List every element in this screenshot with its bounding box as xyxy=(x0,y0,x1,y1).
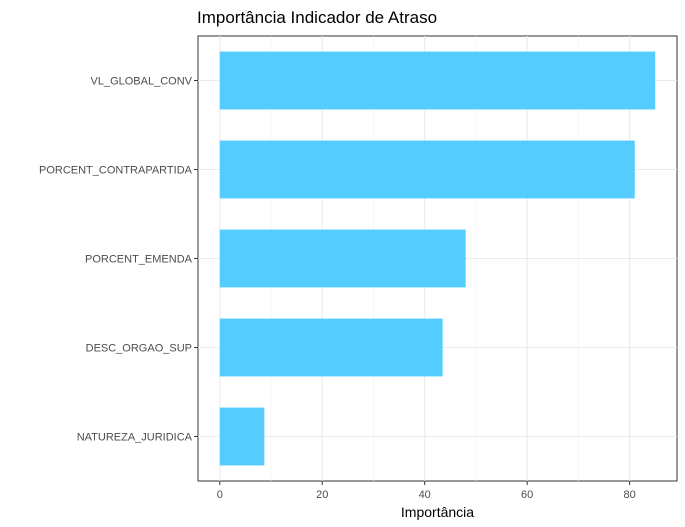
category-label: VL_GLOBAL_CONV xyxy=(91,76,193,88)
bar-porcent-emenda xyxy=(219,229,466,288)
bars xyxy=(219,51,656,466)
chart-title: Importância Indicador de Atraso xyxy=(197,8,437,27)
bar-natureza-juridica xyxy=(219,407,265,466)
category-label: DESC_ORGAO_SUP xyxy=(86,343,192,355)
bar-desc-orgao-sup xyxy=(219,318,443,377)
x-tick-label: 40 xyxy=(419,489,431,501)
category-label: PORCENT_EMENDA xyxy=(85,254,193,266)
x-tick-label: 20 xyxy=(316,489,328,501)
x-tick-label: 60 xyxy=(521,489,533,501)
x-axis-title: Importância xyxy=(401,504,474,520)
x-tick-label: 80 xyxy=(623,489,635,501)
category-label: NATUREZA_JURIDICA xyxy=(77,432,193,444)
category-label: PORCENT_CONTRAPARTIDA xyxy=(39,165,193,177)
bar-vl-global-conv xyxy=(219,51,656,110)
bar-porcent-contrapartida xyxy=(219,140,635,199)
category-labels: VL_GLOBAL_CONV PORCENT_CONTRAPARTIDA PORCE… xyxy=(39,76,198,444)
x-axis-ticks: 0 20 40 60 80 xyxy=(217,481,636,501)
x-tick-label: 0 xyxy=(217,489,223,501)
